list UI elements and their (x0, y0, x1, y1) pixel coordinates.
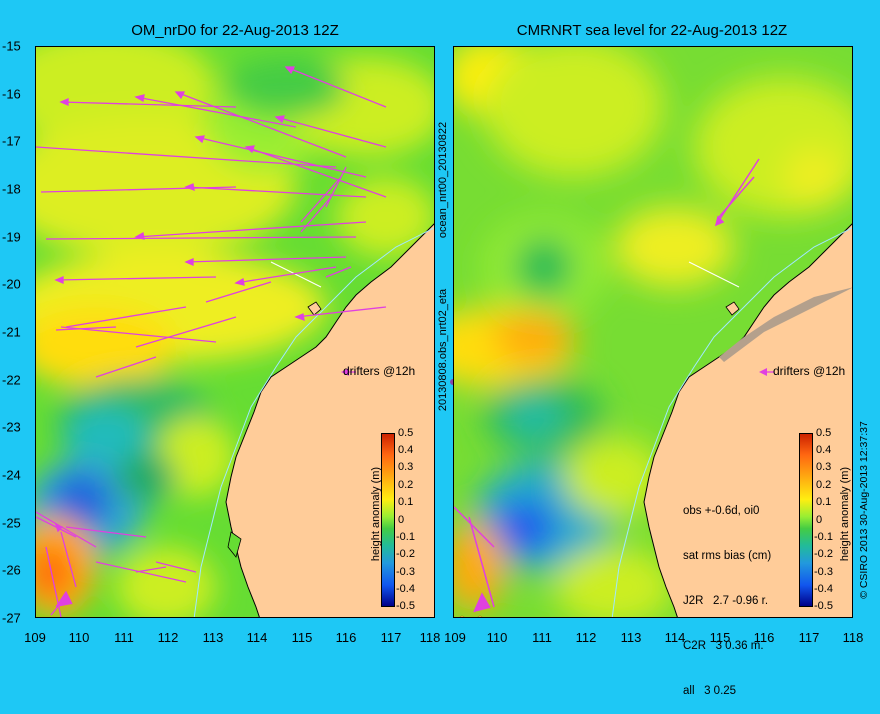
shelf-contour (193, 227, 434, 617)
right-colorbar (799, 433, 813, 607)
x-tick-left: 117 (380, 630, 402, 645)
x-tick-right: 110 (486, 630, 508, 645)
x-tick-left: 112 (157, 630, 179, 645)
left-cbar-tick-7: -0.2 (396, 548, 415, 560)
obs-run-label: 20130808.obs_nrt02_eta (437, 288, 449, 412)
x-tick-left: 118 (419, 630, 441, 645)
x-tick-left: 114 (246, 630, 268, 645)
right-cbar-tick-2: 0.3 (816, 461, 832, 473)
y-tick: -15 (2, 38, 21, 54)
right-cbar-tick-9: -0.4 (814, 583, 833, 595)
satellite-stats: obs +-0.6d, oi0 sat rms bias (cm) J2R 2.… (683, 474, 771, 714)
left-cbar-label: height anomaly (m) (370, 466, 382, 562)
left-cbar-tick-8: -0.3 (396, 566, 415, 578)
right-cbar-label: height anomaly (m) (839, 466, 851, 562)
right-cbar-tick-5: 0 (816, 514, 823, 526)
left-cbar-tick-2: 0.3 (398, 461, 414, 473)
x-tick-left: 111 (114, 630, 134, 645)
stat-line: sat rms bias (cm) (683, 550, 772, 562)
right-map-svg (454, 47, 852, 617)
y-tick: -16 (2, 86, 21, 102)
right-cbar-tick-0: 0.5 (816, 427, 832, 439)
x-tick-left: 110 (68, 630, 90, 645)
coastal-shading (719, 287, 852, 362)
x-tick-right: 112 (575, 630, 597, 645)
y-tick: -20 (2, 276, 21, 292)
left-map-svg (36, 47, 434, 617)
left-cbar-tick-5: 0 (398, 514, 405, 526)
section-line (270, 261, 322, 288)
x-tick-right: 113 (620, 630, 642, 645)
left-drifter-legend: drifters @12h (343, 364, 416, 378)
left-cbar-tick-0: 0.5 (398, 427, 414, 439)
drifter-legend-icon (759, 368, 767, 376)
x-tick-right: 109 (444, 630, 466, 645)
right-map-panel (453, 46, 853, 618)
left-cbar-tick-9: -0.4 (396, 583, 415, 595)
y-tick: -21 (2, 324, 21, 340)
right-cbar-tick-7: -0.2 (814, 548, 833, 560)
stat-line: all 3 0.25 (683, 685, 737, 697)
shelf-contour (611, 227, 852, 617)
stat-line: C2R 3 0.36 m. (683, 640, 764, 652)
left-cbar-tick-3: 0.2 (398, 479, 414, 491)
right-cbar-tick-4: 0.1 (816, 496, 832, 508)
right-cbar-tick-3: 0.2 (816, 479, 832, 491)
credit-label: © CSIRO 2013 30-Aug-2013 12:37:37 (858, 421, 870, 599)
y-tick: -25 (2, 515, 21, 531)
left-cbar-tick-10: -0.5 (396, 600, 415, 612)
x-tick-right: 118 (842, 630, 864, 645)
right-cbar-tick-6: -0.1 (814, 531, 833, 543)
drifter-tracks (36, 66, 387, 617)
left-cbar-tick-1: 0.4 (398, 444, 414, 456)
left-cbar-tick-6: -0.1 (396, 531, 415, 543)
y-tick: -27 (2, 610, 21, 626)
left-colorbar (381, 433, 395, 607)
drifter-legend-icon (341, 368, 349, 376)
right-cbar-tick-8: -0.3 (814, 566, 833, 578)
model-run-label: ocean_nrt00_20130822 (437, 121, 449, 239)
left-title: OM_nrD0 for 22-Aug-2013 12Z (131, 22, 339, 39)
left-map-panel (35, 46, 435, 618)
y-tick: -22 (2, 372, 21, 388)
left-cbar-tick-4: 0.1 (398, 496, 414, 508)
y-tick: -26 (2, 562, 21, 578)
right-drifter-legend: drifters @12h (773, 364, 846, 378)
x-tick-left: 109 (24, 630, 46, 645)
x-tick-right: 117 (798, 630, 820, 645)
x-tick-right: 111 (532, 630, 552, 645)
right-cbar-tick-10: -0.5 (814, 600, 833, 612)
x-tick-right: 115 (709, 630, 731, 645)
x-tick-right: 116 (753, 630, 775, 645)
right-cbar-tick-1: 0.4 (816, 444, 832, 456)
right-title: CMRNRT sea level for 22-Aug-2013 12Z (516, 22, 788, 39)
drifter-tracks (454, 158, 760, 613)
x-tick-left: 113 (202, 630, 224, 645)
section-line (688, 261, 740, 288)
x-tick-right: 114 (664, 630, 686, 645)
y-tick: -17 (2, 133, 21, 149)
y-tick: -23 (2, 419, 21, 435)
y-tick: -19 (2, 229, 21, 245)
y-tick: -24 (2, 467, 21, 483)
stat-line: J2R 2.7 -0.96 r. (683, 595, 769, 607)
stat-line: obs +-0.6d, oi0 (683, 505, 760, 517)
y-tick: -18 (2, 181, 21, 197)
x-tick-left: 115 (291, 630, 313, 645)
x-tick-left: 116 (335, 630, 357, 645)
